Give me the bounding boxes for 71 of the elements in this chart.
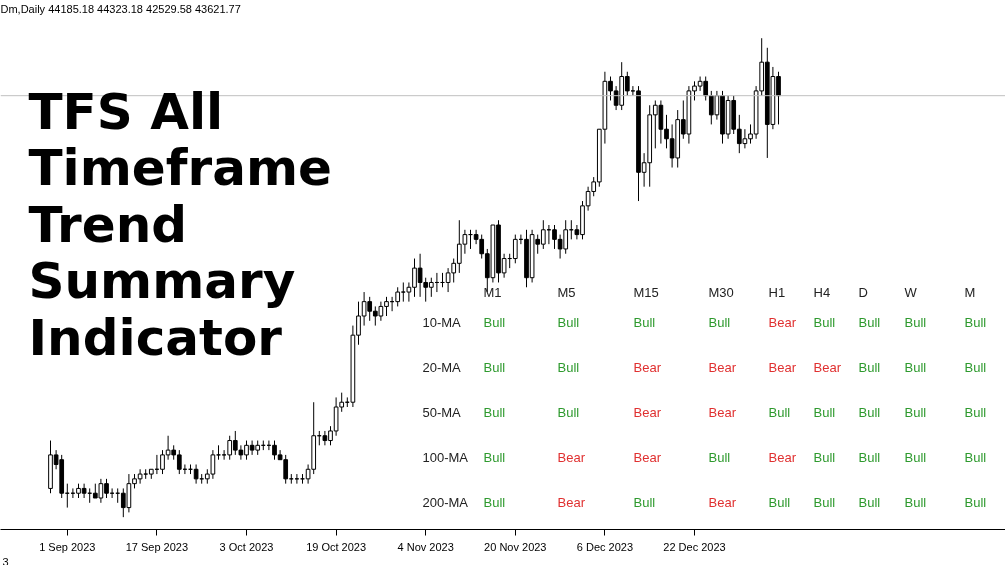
text: Bull bbox=[904, 450, 927, 465]
text: Bear bbox=[557, 450, 585, 465]
text: Bear bbox=[768, 450, 796, 465]
text: Bear bbox=[557, 495, 585, 510]
x-tick-label: 4 Nov 2023 bbox=[397, 540, 454, 553]
text: TFS All Timeframe Trend Summary Indicator bbox=[28, 82, 332, 367]
candlestick bbox=[294, 473, 300, 485]
category-label: 200-MA bbox=[422, 495, 469, 510]
text: Bull bbox=[964, 405, 987, 420]
text: Bull bbox=[813, 315, 836, 330]
text: Bull bbox=[483, 495, 506, 510]
text: Bear bbox=[708, 495, 736, 510]
category-label: H1 bbox=[768, 285, 786, 300]
x-tick-label: 22 Dec 2023 bbox=[663, 540, 726, 553]
x-tick-label: 3 Oct 2023 bbox=[219, 540, 274, 553]
category-label: W bbox=[904, 285, 918, 300]
text: Bear bbox=[633, 360, 661, 375]
text: Bull bbox=[858, 495, 881, 510]
x-tick-label: 20 Nov 2023 bbox=[484, 540, 547, 553]
category-label: D bbox=[858, 285, 868, 300]
text: Bull bbox=[858, 450, 881, 465]
text: Bull bbox=[557, 315, 580, 330]
text: Bull bbox=[858, 405, 881, 420]
text: Bull bbox=[904, 315, 927, 330]
x-tick-label: 6 Dec 2023 bbox=[576, 540, 634, 553]
text: Bull bbox=[904, 405, 927, 420]
text: Bull bbox=[964, 450, 987, 465]
text: Bull bbox=[483, 450, 506, 465]
text: Bear bbox=[633, 450, 661, 465]
text: Bull bbox=[483, 405, 506, 420]
text: Bear bbox=[708, 405, 736, 420]
text: Bull bbox=[964, 360, 987, 375]
text: Bull bbox=[858, 360, 881, 375]
x-tick-label: 1 Sep 2023 bbox=[39, 540, 96, 553]
text: Bull bbox=[813, 495, 836, 510]
text: Bull bbox=[768, 495, 791, 510]
text: Bull bbox=[483, 315, 506, 330]
x-tick-label: 17 Sep 2023 bbox=[125, 540, 189, 553]
text: Bull bbox=[964, 315, 987, 330]
category-label: 20-MA bbox=[422, 360, 461, 375]
category-label: 100-MA bbox=[422, 450, 469, 465]
text: Bull bbox=[557, 360, 580, 375]
text: Bull bbox=[633, 495, 656, 510]
text: Bull bbox=[557, 405, 580, 420]
category-label: M15 bbox=[633, 285, 659, 300]
category-label: M bbox=[964, 285, 976, 300]
text: Bull bbox=[768, 405, 791, 420]
category-label: 50-MA bbox=[422, 405, 461, 420]
text: Bull bbox=[858, 315, 881, 330]
text: Bear bbox=[813, 360, 841, 375]
text: Bear bbox=[768, 315, 796, 330]
text: Bull bbox=[633, 315, 656, 330]
text: Bull bbox=[708, 315, 731, 330]
text: Dm,Daily 44185.18 44323.18 42529.58 43621.77 bbox=[0, 2, 241, 15]
text: Bear bbox=[768, 360, 796, 375]
category-label: M5 bbox=[557, 285, 576, 300]
category-label: M1 bbox=[483, 285, 502, 300]
text: Bull bbox=[904, 495, 927, 510]
text: Bull bbox=[813, 405, 836, 420]
category-label: H4 bbox=[813, 285, 831, 300]
text: 3 bbox=[2, 555, 9, 565]
text: Bull bbox=[964, 495, 987, 510]
category-label: M30 bbox=[708, 285, 734, 300]
category-label: 10-MA bbox=[422, 315, 461, 330]
text: Bear bbox=[708, 360, 736, 375]
text: Bull bbox=[708, 450, 731, 465]
text: Bull bbox=[483, 360, 506, 375]
x-tick-label: 19 Oct 2023 bbox=[306, 540, 367, 553]
text: Bull bbox=[813, 450, 836, 465]
text: Bull bbox=[904, 360, 927, 375]
text: Bear bbox=[633, 405, 661, 420]
